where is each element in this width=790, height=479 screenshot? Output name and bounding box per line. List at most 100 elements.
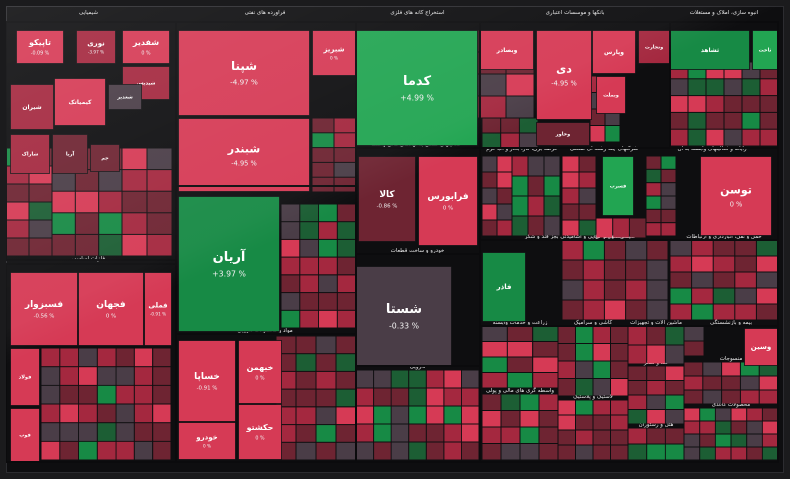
- minor-ticker-tile[interactable]: [444, 388, 461, 406]
- minor-ticker-tile[interactable]: [29, 184, 52, 202]
- minor-ticker-tile[interactable]: [520, 394, 539, 411]
- minor-ticker-tile[interactable]: [562, 172, 579, 188]
- minor-ticker-tile[interactable]: [337, 293, 356, 310]
- minor-ticker-tile[interactable]: [747, 408, 762, 421]
- minor-ticker-tile[interactable]: [153, 348, 171, 367]
- minor-ticker-tile[interactable]: [6, 238, 29, 256]
- minor-ticker-tile[interactable]: [482, 220, 497, 236]
- minor-ticker-tile[interactable]: [626, 260, 647, 280]
- ticker-tile[interactable]: [178, 30, 310, 116]
- minor-ticker-tile[interactable]: [60, 423, 79, 441]
- minor-ticker-tile[interactable]: [562, 188, 579, 204]
- minor-ticker-tile[interactable]: [6, 220, 29, 238]
- minor-ticker-tile[interactable]: [756, 272, 778, 288]
- minor-ticker-tile[interactable]: [688, 112, 706, 129]
- minor-ticker-tile[interactable]: [391, 388, 409, 406]
- minor-ticker-tile[interactable]: [583, 260, 604, 280]
- minor-ticker-tile[interactable]: [153, 404, 171, 423]
- minor-ticker-tile[interactable]: [762, 408, 778, 421]
- minor-ticker-tile[interactable]: [391, 406, 409, 424]
- minor-ticker-tile[interactable]: [626, 280, 647, 300]
- minor-ticker-tile[interactable]: [507, 373, 533, 388]
- minor-ticker-tile[interactable]: [759, 376, 778, 390]
- minor-ticker-tile[interactable]: [512, 176, 528, 196]
- minor-ticker-tile[interactable]: [501, 411, 520, 427]
- minor-ticker-tile[interactable]: [762, 447, 778, 460]
- minor-ticker-tile[interactable]: [319, 293, 337, 310]
- minor-ticker-tile[interactable]: [706, 129, 724, 146]
- minor-ticker-tile[interactable]: [735, 304, 756, 320]
- minor-ticker-tile[interactable]: [134, 423, 153, 441]
- minor-ticker-tile[interactable]: [742, 112, 760, 129]
- minor-ticker-tile[interactable]: [99, 213, 122, 234]
- minor-ticker-tile[interactable]: [647, 326, 665, 345]
- minor-ticker-tile[interactable]: [528, 216, 544, 236]
- minor-ticker-tile[interactable]: [300, 239, 319, 257]
- minor-ticker-tile[interactable]: [336, 371, 356, 389]
- minor-ticker-tile[interactable]: [336, 336, 356, 354]
- minor-ticker-tile[interactable]: [576, 326, 593, 344]
- minor-ticker-tile[interactable]: [444, 424, 461, 442]
- minor-ticker-tile[interactable]: [528, 176, 544, 196]
- minor-ticker-tile[interactable]: [478, 96, 506, 118]
- minor-ticker-tile[interactable]: [99, 170, 122, 191]
- minor-ticker-tile[interactable]: [628, 428, 647, 444]
- minor-ticker-tile[interactable]: [41, 348, 60, 367]
- minor-ticker-tile[interactable]: [611, 344, 628, 361]
- minor-ticker-tile[interactable]: [576, 415, 593, 430]
- minor-ticker-tile[interactable]: [611, 326, 628, 344]
- minor-ticker-tile[interactable]: [576, 430, 593, 445]
- minor-ticker-tile[interactable]: [611, 379, 628, 396]
- minor-ticker-tile[interactable]: [759, 390, 778, 404]
- minor-ticker-tile[interactable]: [562, 220, 579, 236]
- minor-ticker-tile[interactable]: [300, 222, 319, 239]
- minor-ticker-tile[interactable]: [153, 367, 171, 385]
- minor-ticker-tile[interactable]: [356, 406, 374, 424]
- minor-ticker-tile[interactable]: [647, 240, 668, 260]
- minor-ticker-tile[interactable]: [482, 394, 501, 411]
- minor-ticker-tile[interactable]: [281, 257, 300, 275]
- minor-ticker-tile[interactable]: [482, 444, 501, 460]
- minor-ticker-tile[interactable]: [692, 272, 713, 288]
- minor-ticker-tile[interactable]: [426, 370, 444, 388]
- minor-ticker-tile[interactable]: [482, 188, 497, 204]
- minor-ticker-tile[interactable]: [539, 411, 558, 427]
- minor-ticker-tile[interactable]: [583, 240, 604, 260]
- minor-ticker-tile[interactable]: [497, 156, 512, 172]
- minor-ticker-tile[interactable]: [134, 367, 153, 385]
- minor-ticker-tile[interactable]: [482, 172, 497, 188]
- minor-ticker-tile[interactable]: [41, 367, 60, 385]
- minor-ticker-tile[interactable]: [99, 234, 122, 256]
- minor-ticker-tile[interactable]: [562, 260, 583, 280]
- minor-ticker-tile[interactable]: [688, 129, 706, 146]
- minor-ticker-tile[interactable]: [692, 256, 713, 272]
- minor-ticker-tile[interactable]: [544, 156, 560, 176]
- minor-ticker-tile[interactable]: [520, 411, 539, 427]
- minor-ticker-tile[interactable]: [134, 441, 153, 460]
- minor-ticker-tile[interactable]: [60, 404, 79, 423]
- minor-ticker-tile[interactable]: [558, 344, 576, 361]
- minor-ticker-tile[interactable]: [374, 388, 391, 406]
- minor-ticker-tile[interactable]: [116, 441, 134, 460]
- minor-ticker-tile[interactable]: [52, 213, 75, 234]
- minor-ticker-tile[interactable]: [482, 133, 501, 148]
- minor-ticker-tile[interactable]: [116, 367, 134, 385]
- minor-ticker-tile[interactable]: [281, 204, 300, 222]
- minor-ticker-tile[interactable]: [409, 370, 426, 388]
- minor-ticker-tile[interactable]: [735, 240, 756, 256]
- minor-ticker-tile[interactable]: [700, 434, 715, 447]
- minor-ticker-tile[interactable]: [604, 240, 626, 260]
- minor-ticker-tile[interactable]: [735, 256, 756, 272]
- minor-ticker-tile[interactable]: [646, 183, 661, 196]
- minor-ticker-tile[interactable]: [356, 388, 374, 406]
- minor-ticker-tile[interactable]: [665, 366, 684, 381]
- minor-ticker-tile[interactable]: [665, 345, 684, 364]
- minor-ticker-tile[interactable]: [147, 170, 172, 191]
- minor-ticker-tile[interactable]: [760, 79, 778, 96]
- minor-ticker-tile[interactable]: [316, 354, 336, 371]
- minor-ticker-tile[interactable]: [747, 434, 762, 447]
- minor-ticker-tile[interactable]: [670, 79, 688, 96]
- minor-ticker-tile[interactable]: [312, 162, 334, 177]
- minor-ticker-tile[interactable]: [153, 385, 171, 404]
- minor-ticker-tile[interactable]: [646, 209, 661, 223]
